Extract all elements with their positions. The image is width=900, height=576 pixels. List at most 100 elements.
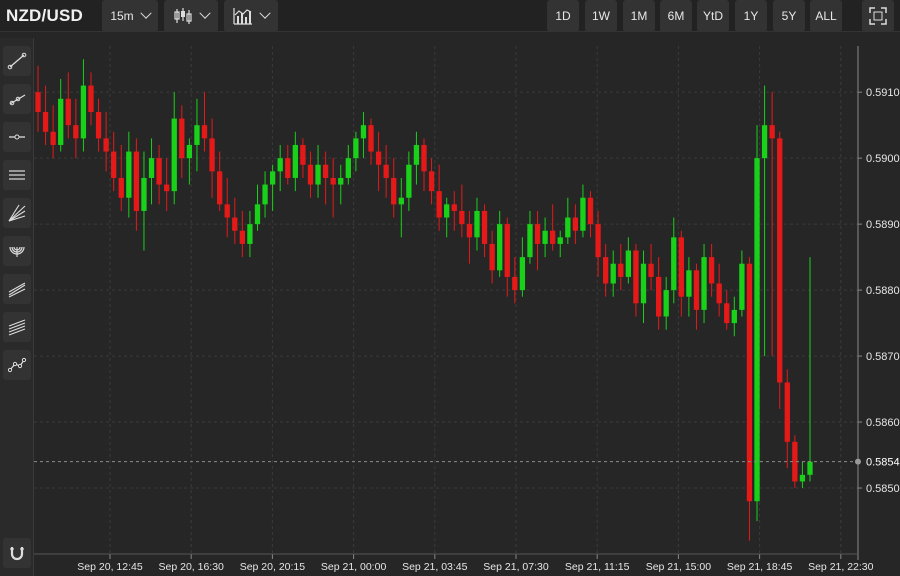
x-tick-label: Sep 20, 20:15 [240,561,306,573]
parallel-channel-tool[interactable] [3,160,31,190]
candle-body-down [73,125,79,139]
candle-body-down [111,151,117,178]
x-tick-label: Sep 21, 15:00 [646,561,712,573]
candle-body-down [466,224,473,238]
candle-body-up [557,237,563,244]
y-tick-label: 0.5890 [866,219,900,231]
interval-dropdown[interactable]: 15m [102,0,158,32]
range-1w-button[interactable]: 1W [585,0,617,32]
candle-body-down [156,158,162,185]
candle-body-up [80,85,87,139]
candle-body-up [497,224,503,271]
candle-body-up [701,257,707,310]
y-tick-label: 0.5850 [866,483,900,495]
candle-body-down [633,250,639,304]
magnet-tool[interactable] [3,538,31,568]
arc-tool[interactable] [3,236,31,266]
candle-body-down [550,230,556,244]
current-price-marker [855,458,861,465]
candle-body-down [330,177,336,185]
candle-body-down [216,171,223,205]
candle-body-down [88,85,94,112]
magnet-icon [10,547,24,561]
candle-body-up [186,144,193,159]
candle-body-up [565,217,571,238]
path-tool[interactable] [3,350,31,380]
candle-body-up [686,270,692,297]
fib-channel-tool[interactable] [3,312,31,342]
parallel-channel-icon [9,170,25,180]
chart-area[interactable]: 0.5910 0.5900 0.5890 0.5880 0.5870 0.5860 0.58… [34,38,900,576]
range-ytd-button[interactable]: YtD [697,0,729,32]
candle-body-down [512,276,518,291]
horizontal-line-tool[interactable] [3,122,31,152]
candle-body-up [625,250,632,277]
candle-body-down [368,125,374,152]
candle-body-down [133,151,140,211]
drawing-tools-sidebar [0,38,34,576]
candle-body-down [504,224,510,277]
candle-body-up [338,177,344,185]
pitchfork-tool[interactable] [3,274,31,304]
path-icon [7,357,27,373]
candle-body-down [716,283,722,304]
symbol-label: NZD/USD [6,6,83,25]
arc-icon [9,246,25,257]
candle-body-down [777,138,783,383]
candle-body-up [663,290,669,317]
x-tick-label: Sep 21, 03:45 [402,561,468,573]
fullscreen-button[interactable] [862,0,894,32]
ray-line-icon [9,94,26,106]
candle-body-down [307,164,314,185]
candle-body-up [527,224,533,258]
candle-body-up [141,177,147,211]
candle-body-up [345,158,351,178]
fan-tool[interactable] [3,198,31,228]
candle-body-up [353,138,359,159]
fullscreen-icon [869,7,887,25]
y-tick-label: 0.5900 [866,153,900,165]
candle-body-down [391,177,397,205]
range-5y-button[interactable]: 5Y [773,0,805,32]
trend-line-tool[interactable] [3,46,31,76]
candle-body-down [489,243,495,271]
candle-body-down [201,125,208,139]
chart-type-dropdown[interactable] [164,0,218,32]
range-all-button[interactable]: ALL [810,0,842,32]
ray-line-tool[interactable] [3,84,31,114]
candle-body-down [693,270,700,310]
x-tick-label: Sep 20, 12:45 [77,561,143,573]
candle-body-down [285,158,291,178]
candle-body-up [799,474,806,482]
candle-body-up [444,204,450,218]
range-1y-button[interactable]: 1Y [735,0,767,32]
x-tick-label: Sep 21, 07:30 [483,561,549,573]
pitchfork-icon [8,282,26,298]
y-tick-label: 0.5870 [866,351,900,363]
candle-body-down [65,98,71,126]
candle-body-up [754,158,760,502]
candle-body-up [247,224,253,244]
range-1d-button[interactable]: 1D [547,0,579,32]
x-tick-label: Sep 21, 22:30 [808,561,874,573]
candle-body-up [315,164,321,185]
candle-body-down [239,230,246,244]
candle-body-down [451,204,457,211]
indicators-dropdown[interactable] [224,0,278,32]
candle-body-up [262,184,268,205]
candle-body-up [474,210,480,238]
candle-body-down [534,224,541,244]
candle-body-down [209,138,215,172]
range-6m-button[interactable]: 6M [660,0,692,32]
candlestick-icon [174,8,192,24]
candle-body-down [232,217,238,231]
candle-body-up [580,197,586,231]
candle-body-down [35,92,41,112]
candle-body-down [481,210,488,244]
candle-body-up [269,171,276,185]
candle-body-up [360,125,367,139]
price-chart[interactable]: 0.5910 0.5900 0.5890 0.5880 0.5870 0.5860 0.58… [34,38,900,576]
candle-body-down [769,125,775,139]
candle-body-down [572,217,579,231]
range-1m-button[interactable]: 1M [623,0,655,32]
